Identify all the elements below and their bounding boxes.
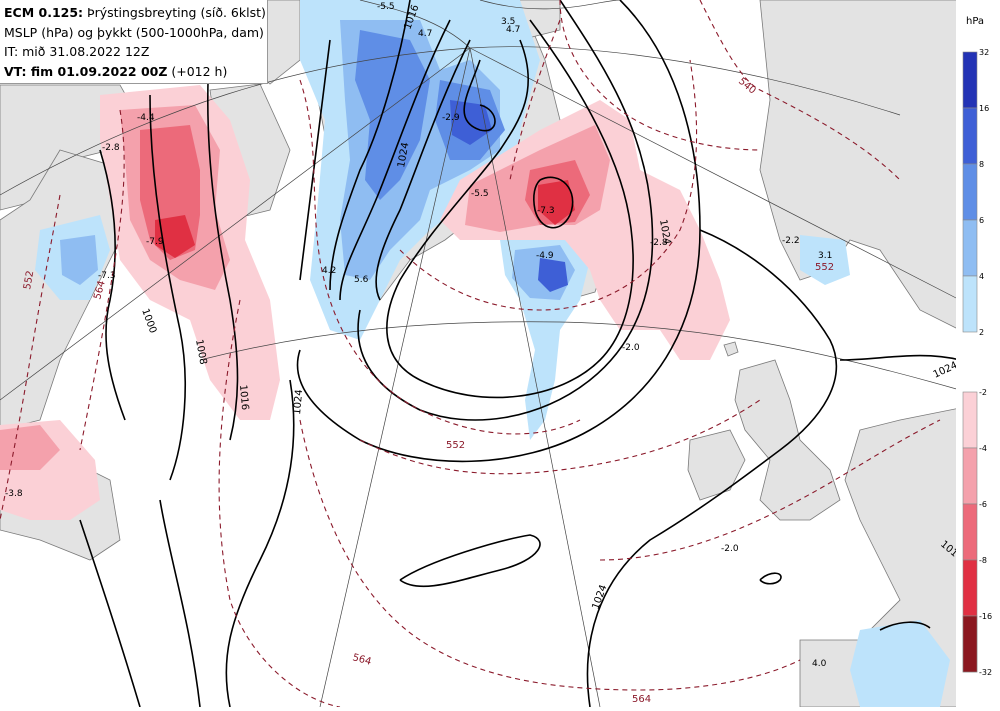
pressure-change-labels: -5.5 3.5 4.7 4.7 -2.9 -4.4 -7.9 -7.3 4.2… bbox=[5, 2, 832, 669]
isobar-label: 1008 bbox=[193, 339, 208, 366]
thickness-lines bbox=[0, 0, 941, 707]
isobar-label: 1024 bbox=[292, 389, 305, 415]
rise-swatch bbox=[962, 51, 978, 109]
isobar-label: 1024 bbox=[657, 219, 672, 246]
thickness-label: 552 bbox=[815, 262, 834, 273]
fall-tick-label: -16 bbox=[979, 612, 992, 621]
value-label: -2.0 bbox=[622, 343, 640, 353]
fall-tick-label: -8 bbox=[979, 556, 987, 565]
value-label: -5.5 bbox=[377, 2, 395, 12]
title-line-model: ECM 0.125: Þrýstingsbreyting (síð. 6klst… bbox=[4, 5, 266, 20]
thickness-label: 564 bbox=[351, 652, 372, 668]
thickness-label: 552 bbox=[22, 270, 36, 291]
value-label: -2.8 bbox=[102, 143, 120, 153]
value-label: -2.2 bbox=[782, 236, 800, 246]
value-label: -2.0 bbox=[721, 544, 739, 554]
thickness-label: 564 bbox=[92, 279, 108, 300]
fall-swatch bbox=[962, 447, 978, 505]
legend-bars: 32 16 8 6 4 2 -2 -4 -6 -8 -16 -32 bbox=[962, 48, 992, 677]
rise-tick-label: 4 bbox=[979, 272, 984, 281]
fall-swatch bbox=[962, 559, 978, 617]
value-label: -7.9 bbox=[146, 237, 164, 247]
value-label: -7.3 bbox=[537, 206, 555, 216]
fall-tick-label: -4 bbox=[979, 444, 987, 453]
rise-tick-label: 32 bbox=[979, 48, 989, 57]
value-label: -4.9 bbox=[536, 251, 554, 261]
rise-swatch bbox=[962, 275, 978, 333]
title-line-init-time: IT: mið 31.08.2022 12Z bbox=[4, 44, 150, 59]
map-title-box: ECM 0.125: Þrýstingsbreyting (síð. 6klst… bbox=[0, 0, 268, 84]
rise-swatch bbox=[962, 107, 978, 165]
rise-tick-label: 2 bbox=[979, 328, 984, 337]
value-label: -2.8 bbox=[650, 238, 668, 248]
value-label: 4.7 bbox=[418, 29, 432, 39]
lat-lon-grid bbox=[0, 0, 961, 707]
rise-tick-label: 16 bbox=[979, 104, 989, 113]
pressure-rise-shading bbox=[35, 0, 950, 707]
value-label: 3.1 bbox=[818, 251, 832, 261]
value-label: 5.6 bbox=[354, 275, 369, 285]
fall-swatch bbox=[962, 615, 978, 673]
value-label: -7.3 bbox=[98, 271, 116, 281]
value-label: 4.0 bbox=[812, 659, 827, 669]
rise-tick-label: 8 bbox=[979, 160, 984, 169]
fall-tick-label: -32 bbox=[979, 668, 992, 677]
fall-tick-label: -2 bbox=[979, 388, 987, 397]
color-legend: hPa 32 16 8 6 4 2 -2 -4 -6 -8 -16 -32 bbox=[956, 0, 1000, 707]
value-label: -4.4 bbox=[137, 113, 155, 123]
fall-swatch bbox=[962, 391, 978, 449]
rise-swatch bbox=[962, 163, 978, 221]
value-label: 4.7 bbox=[506, 25, 520, 35]
legend-unit: hPa bbox=[966, 16, 985, 27]
value-label: 3.5 bbox=[501, 17, 515, 27]
thickness-label: 552 bbox=[446, 440, 465, 451]
value-label: -3.8 bbox=[5, 489, 23, 499]
thickness-label: 564 bbox=[632, 694, 651, 705]
title-line-valid-time: VT: fim 01.09.2022 00Z (+012 h) bbox=[4, 63, 228, 79]
rise-swatch bbox=[962, 219, 978, 277]
value-label: -5.5 bbox=[471, 189, 489, 199]
isobar-label: 1016 bbox=[237, 384, 250, 410]
rise-tick-label: 6 bbox=[979, 216, 984, 225]
value-label: 4.2 bbox=[322, 266, 336, 276]
value-label: -2.9 bbox=[442, 113, 460, 123]
title-line-fields: MSLP (hPa) og þykkt (500-1000hPa, dam) bbox=[4, 24, 264, 40]
fall-swatch bbox=[962, 503, 978, 561]
isobar-label: 1024 bbox=[396, 142, 411, 169]
fall-tick-label: -6 bbox=[979, 500, 987, 509]
